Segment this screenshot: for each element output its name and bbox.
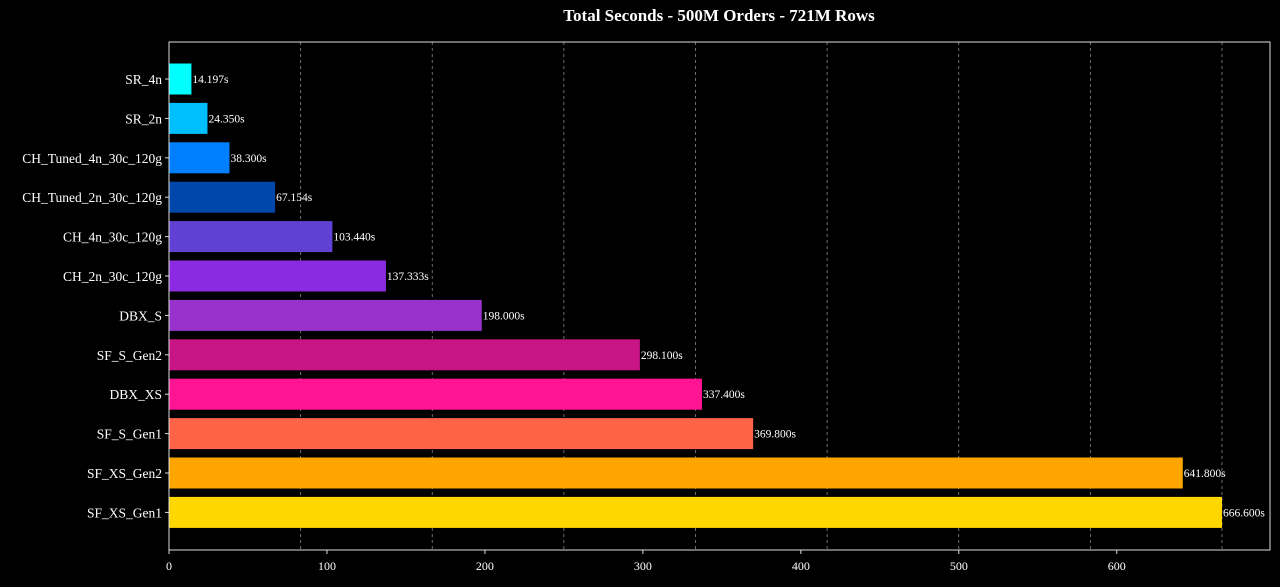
x-tick-label: 400: [792, 559, 810, 573]
chart-title: Total Seconds - 500M Orders - 721M Rows: [563, 6, 875, 25]
data-label: 137.333s: [387, 271, 429, 283]
data-label: 103.440s: [333, 232, 375, 244]
y-tick-label: CH_4n_30c_120g: [63, 230, 162, 245]
x-tick-label: 600: [1108, 559, 1126, 573]
bar-sf_s_gen2: [169, 339, 640, 371]
y-tick-label: DBX_S: [119, 308, 162, 323]
data-label: 298.100s: [641, 350, 683, 362]
data-label: 14.197s: [192, 74, 229, 86]
bar-dbx_s: [169, 299, 482, 331]
bar-ch_2n_30c_120g: [169, 260, 386, 292]
x-tick-label: 0: [166, 559, 172, 573]
x-tick-label: 500: [950, 559, 968, 573]
plot-frame: [168, 41, 1271, 551]
y-tick-label: SF_XS_Gen2: [87, 466, 162, 481]
bar-sr_4n: [169, 63, 192, 95]
y-axis: SR_4n SR_2n CH_Tuned_4n_30c_120g CH_Tuned_2…: [22, 72, 169, 520]
bar-dbx_xs: [169, 378, 702, 410]
y-tick-label: SF_XS_Gen1: [87, 505, 162, 520]
data-label: 67.154s: [276, 192, 313, 204]
bar-sf_s_gen1: [169, 418, 754, 450]
data-label: 24.350s: [208, 113, 245, 125]
y-tick-label: SF_S_Gen2: [97, 348, 162, 363]
y-tick-label: CH_Tuned_2n_30c_120g: [22, 190, 162, 205]
data-label: 337.400s: [703, 389, 745, 401]
data-label: 641.800s: [1184, 468, 1226, 480]
data-label: 369.800s: [754, 429, 796, 441]
bar-sf_xs_gen1: [169, 496, 1222, 528]
bar-sf_xs_gen2: [169, 457, 1183, 489]
bar-ch_tuned_2n_30c_120g: [169, 181, 276, 213]
bar-ch_tuned_4n_30c_120g: [169, 142, 230, 174]
data-label: 38.300s: [230, 153, 267, 165]
x-tick-label: 100: [318, 559, 336, 573]
data-label: 198.000s: [483, 310, 525, 322]
data-label: 666.600s: [1223, 507, 1265, 519]
x-tick-label: 200: [476, 559, 494, 573]
x-axis: 0 100 200 300 400 500 600: [166, 550, 1126, 573]
y-tick-label: DBX_XS: [109, 387, 162, 402]
x-tick-label: 300: [634, 559, 652, 573]
y-tick-label: CH_2n_30c_120g: [63, 269, 162, 284]
y-tick-label: SF_S_Gen1: [97, 427, 162, 442]
bar-sr_2n: [169, 102, 208, 134]
bar-ch_4n_30c_120g: [169, 221, 333, 253]
y-tick-label: SR_2n: [125, 111, 162, 126]
bars: 14.197s 24.350s 38.300s 67.154s 103.440s 137.…: [169, 63, 1265, 528]
grid-lines: [300, 42, 1223, 550]
y-tick-label: CH_Tuned_4n_30c_120g: [22, 151, 162, 166]
y-tick-label: SR_4n: [125, 72, 162, 87]
